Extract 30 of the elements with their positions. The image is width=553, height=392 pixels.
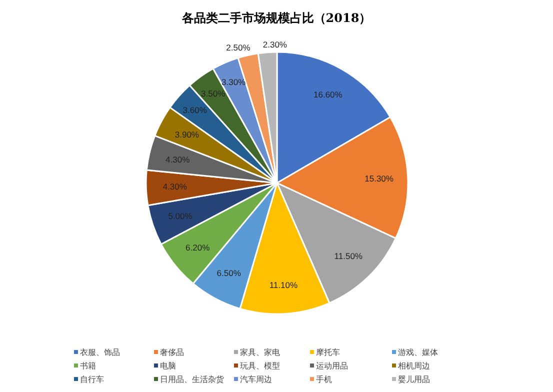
legend-label: 婴儿用品 — [398, 374, 430, 384]
legend-label: 日用品、生活杂货 — [160, 374, 224, 384]
data-label: 11.10% — [269, 280, 298, 290]
legend-label: 书籍 — [80, 361, 96, 370]
legend-label: 电脑 — [160, 361, 176, 370]
legend-label: 玩具、模型 — [240, 361, 280, 370]
data-label: 4.30% — [162, 182, 188, 192]
data-label: 2.50% — [226, 42, 251, 52]
legend-label: 摩托车 — [316, 348, 340, 357]
data-label: 5.00% — [168, 210, 193, 221]
data-label: 11.50% — [334, 251, 363, 262]
data-label: 3.50% — [201, 88, 226, 98]
legend-label: 奢侈品 — [160, 348, 184, 357]
data-label: 15.30% — [364, 173, 394, 184]
data-label: 16.60% — [314, 89, 343, 100]
data-label: 6.50% — [216, 268, 242, 278]
legend-label: 相机周边 — [398, 361, 430, 370]
legend-label: 家具、家电 — [240, 348, 280, 357]
data-label: 4.30% — [166, 154, 190, 164]
chart-title: 各品类二手市场规模占比（2018） — [180, 11, 372, 25]
legend-label: 自行车 — [80, 374, 104, 384]
legend-label: 衣服、饰品 — [80, 348, 120, 357]
data-label: 3.60% — [182, 104, 208, 115]
data-label: 3.90% — [174, 130, 200, 140]
data-label: 6.20% — [186, 242, 210, 252]
data-label: 2.30% — [262, 39, 288, 50]
legend-label: 游戏、媒体 — [398, 348, 438, 357]
legend-label: 运动用品 — [316, 361, 348, 370]
legend-label: 汽车周边 — [240, 374, 272, 384]
legend-label: 手机 — [316, 374, 332, 384]
